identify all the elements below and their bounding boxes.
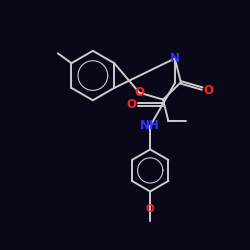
Text: O: O (134, 86, 144, 99)
Text: NH: NH (140, 120, 160, 132)
Text: O: O (146, 204, 154, 214)
Text: O: O (127, 98, 137, 111)
Text: N: N (170, 52, 180, 65)
Text: O: O (203, 84, 213, 97)
